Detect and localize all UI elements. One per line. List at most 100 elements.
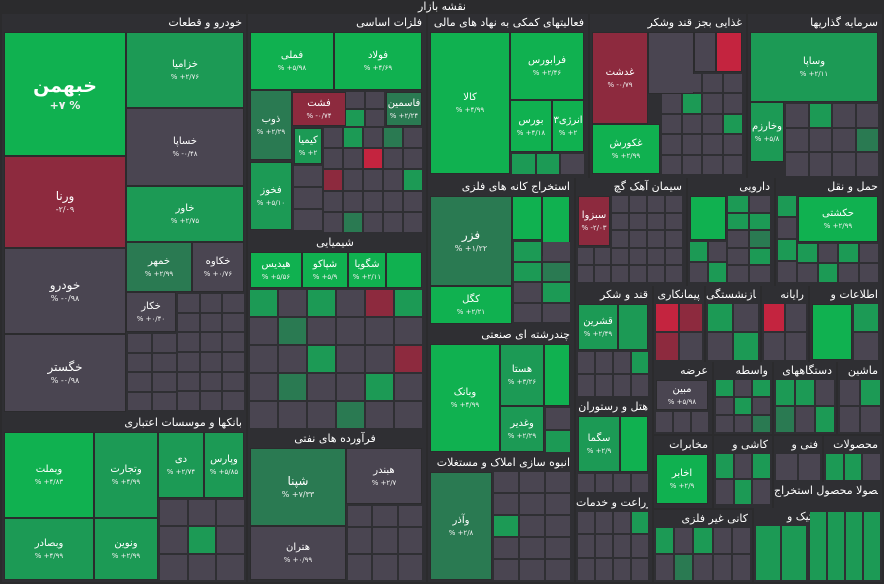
tile-foolad[interactable]: فولاد% +۴/۶۹ [334,32,422,90]
tile-ghadasht[interactable]: غدشت% -۰/۷۹ [592,32,648,124]
tile-khodro[interactable]: خودرو% -۰/۹۸ [4,248,126,334]
tile-khavar[interactable]: خاور% +۲/۷۵ [126,186,244,242]
tile-khekar[interactable]: خکار% +۰/۴۰ [126,292,176,332]
tile-khomehr[interactable]: خمهر% +۲/۹۹ [126,242,192,292]
sector-title: غذایی بجز قند وشکر [647,16,742,29]
sector-hotel: هتل و رستوران سگما% +۲/۹ [576,398,652,494]
tile-heteran[interactable]: هتران% +۰/۹۹ [250,526,346,580]
sector-kanigheir: کانی غیر فلزی [654,510,752,582]
sector-tik: تیک و [754,508,882,582]
small-tiles [348,528,422,580]
tile-vasapa[interactable]: وساپا% +۲/۱۱ [750,32,878,102]
sector-title: بیمه و بازنشستگی [706,288,756,301]
tile-shagooya[interactable]: شگویا% +۲/۱۱ [348,252,386,288]
sector-felezat: فلزات اساسی فملی% +۵/۹۸ فولاد% +۴/۶۹ ذوب… [248,14,426,234]
sector-title: فرآورده های نفتی [294,432,376,445]
tile-sabzva[interactable]: سبزوا% -۲/۰۳ [578,196,610,246]
tile-vnovin[interactable]: ونوین% +۲/۹۹ [94,518,158,580]
sector-sarmaye: سرمایه گذاریها وساپا% +۲/۱۱ وخارزم% +۵/۸ [748,14,882,178]
tile-khakave[interactable]: خکاوه% +۰/۷۶ [192,242,244,292]
sector-title: ماشین [847,364,878,377]
tile-vpars[interactable]: وپارس% +۵/۸۵ [204,432,244,498]
sector-title: حمل و نقل [827,180,878,193]
tile-vghadir[interactable]: وغدیر% +۲/۲۹ [500,406,544,452]
tile-kegol[interactable]: کگل% +۲/۲۱ [430,286,512,324]
tile-vebmellat[interactable]: وبملت% +۴/۸۳ [4,432,94,518]
sector-etelaat: اطلاعات و [810,286,882,362]
tile-anrzhi3[interactable]: انرژی۳% +۲ [552,100,584,152]
tile-fameli[interactable]: فملی% +۵/۹۸ [250,32,334,90]
tile-ghazaei-2[interactable] [694,32,716,72]
sector-title: بانکها و موسسات اعتباری [124,416,242,429]
sector-rayane: رایانه [762,286,808,362]
tile-hakashti[interactable]: حکشتی% +۲/۹۹ [798,196,878,242]
small-tiles [854,304,878,360]
tile-kala[interactable]: کالا% +۴/۹۹ [430,32,510,174]
sector-title: محصولات [833,438,878,451]
tile-khegostar[interactable]: خگستر% -۰/۹۸ [4,334,126,412]
sector-title: شیمیایی [316,236,354,249]
sector-mashin: ماشین [838,362,882,434]
tile-khsapa[interactable]: خساپا% -۰/۴۸ [126,108,244,186]
tile-khazamia[interactable]: خزامیا% +۲/۷۶ [126,32,244,108]
tile-ghand-2[interactable] [618,304,648,350]
tile-varna[interactable]: ورنا -۲/۰۹ [4,156,126,248]
small-tiles [348,506,422,526]
small-tiles [656,412,708,432]
sector-siman: سیمان آهک گچ سبزوا% -۲/۰۳ [576,178,686,286]
tile-darooei-1[interactable] [690,196,726,240]
tile-fakhooz[interactable]: فخوز% +۵/۱۰ [250,162,292,230]
tile-hasta[interactable]: هستا% +۳/۲۶ [500,344,544,406]
small-tiles [716,380,770,432]
tile-zob[interactable]: ذوب% +۲/۲۹ [250,90,292,160]
tile-sgama[interactable]: سگما% +۲/۹ [578,416,620,472]
tile-estekhraj-1[interactable] [512,196,542,240]
tile-faraboors[interactable]: فرابورس% +۲/۴۶ [510,32,584,100]
small-tiles [656,304,702,360]
tile-mobin[interactable]: مبین% +۵/۹۸ [656,380,708,410]
small-tiles [798,244,878,282]
tile-di[interactable]: دی% +۲/۷۴ [158,432,204,498]
page-title: نقشه بازار [418,0,466,13]
tile-vaazar[interactable]: وآذر% +۲/۸ [430,472,492,580]
tile-fasht[interactable]: فشت% -۰/۷۴ [292,92,346,126]
tile-ghkoors[interactable]: غکورش% +۲/۹۹ [592,124,660,174]
tile-akhaber[interactable]: اخابر% +۲/۹ [656,454,708,504]
tile-ghshirin[interactable]: قشرین% +۲/۴۹ [578,304,618,350]
sector-title: استخراج کانه های فلزی [461,180,570,193]
small-tiles [810,512,880,580]
tile-boors[interactable]: بورس% +۴/۱۸ [510,100,552,152]
small-tiles [776,454,820,480]
sector-farvardeh: فرآورده های نفتی شپنا% +۷/۳۳ هبندر% +۲/۷… [248,430,426,582]
sector-title: فنی و [791,438,818,451]
tile-shepna[interactable]: شپنا% +۷/۳۳ [250,448,346,526]
small-tiles [250,290,422,428]
sector-pimankari: پیمانکاری [654,286,704,362]
tile-vbank[interactable]: وبانک% +۴/۹۹ [430,344,500,452]
tile-chand-other[interactable] [544,344,570,406]
tile-hidis[interactable]: هیدیس% +۵/۵۶ [250,252,302,288]
tile-hebandar[interactable]: هبندر% +۲/۷ [346,448,422,504]
tile-vsadr[interactable]: وبصادر% +۴/۹۹ [4,518,94,580]
tile-shapiko[interactable]: شپاکو% +۵/۹ [302,252,348,288]
tile-ghazaei-3[interactable] [716,32,742,72]
tile-shimi-other[interactable] [386,252,422,288]
tile-fakhasmin[interactable]: فاسمین% +۲/۲۴ [386,92,422,126]
tile-khebahman[interactable]: خبهمن +۷ % [4,32,126,156]
tile-fazar[interactable]: فزر% +۱/۲۲ [430,196,512,286]
small-tiles [840,380,880,432]
small-tiles [662,74,742,174]
small-tiles [494,472,570,580]
sector-ghand: قند و شکر قشرین% +۲/۴۹ [576,286,652,398]
sector-fani: فعالیتهای کمکی به نهاد های مالی کالا% +۴… [428,14,588,178]
sector-shimiaei: شیمیایی هیدیس% +۵/۵۶ شپاکو% +۵/۹ شگویا% … [248,234,426,430]
tile-vkharazm[interactable]: وخارزم% +۵/۸ [750,102,784,162]
sector-title: قند و شکر [599,288,648,301]
small-tiles [578,512,648,580]
sector-title: عرضه [680,364,708,377]
tile-etelaat-1[interactable] [812,304,852,360]
tile-hotel-2[interactable] [620,416,648,472]
tile-kimia[interactable]: کیمیا% +۲ [294,128,322,164]
sector-title: دارویی [739,180,770,193]
tile-vtejarat[interactable]: وتجارت% +۴/۹۹ [94,432,158,518]
